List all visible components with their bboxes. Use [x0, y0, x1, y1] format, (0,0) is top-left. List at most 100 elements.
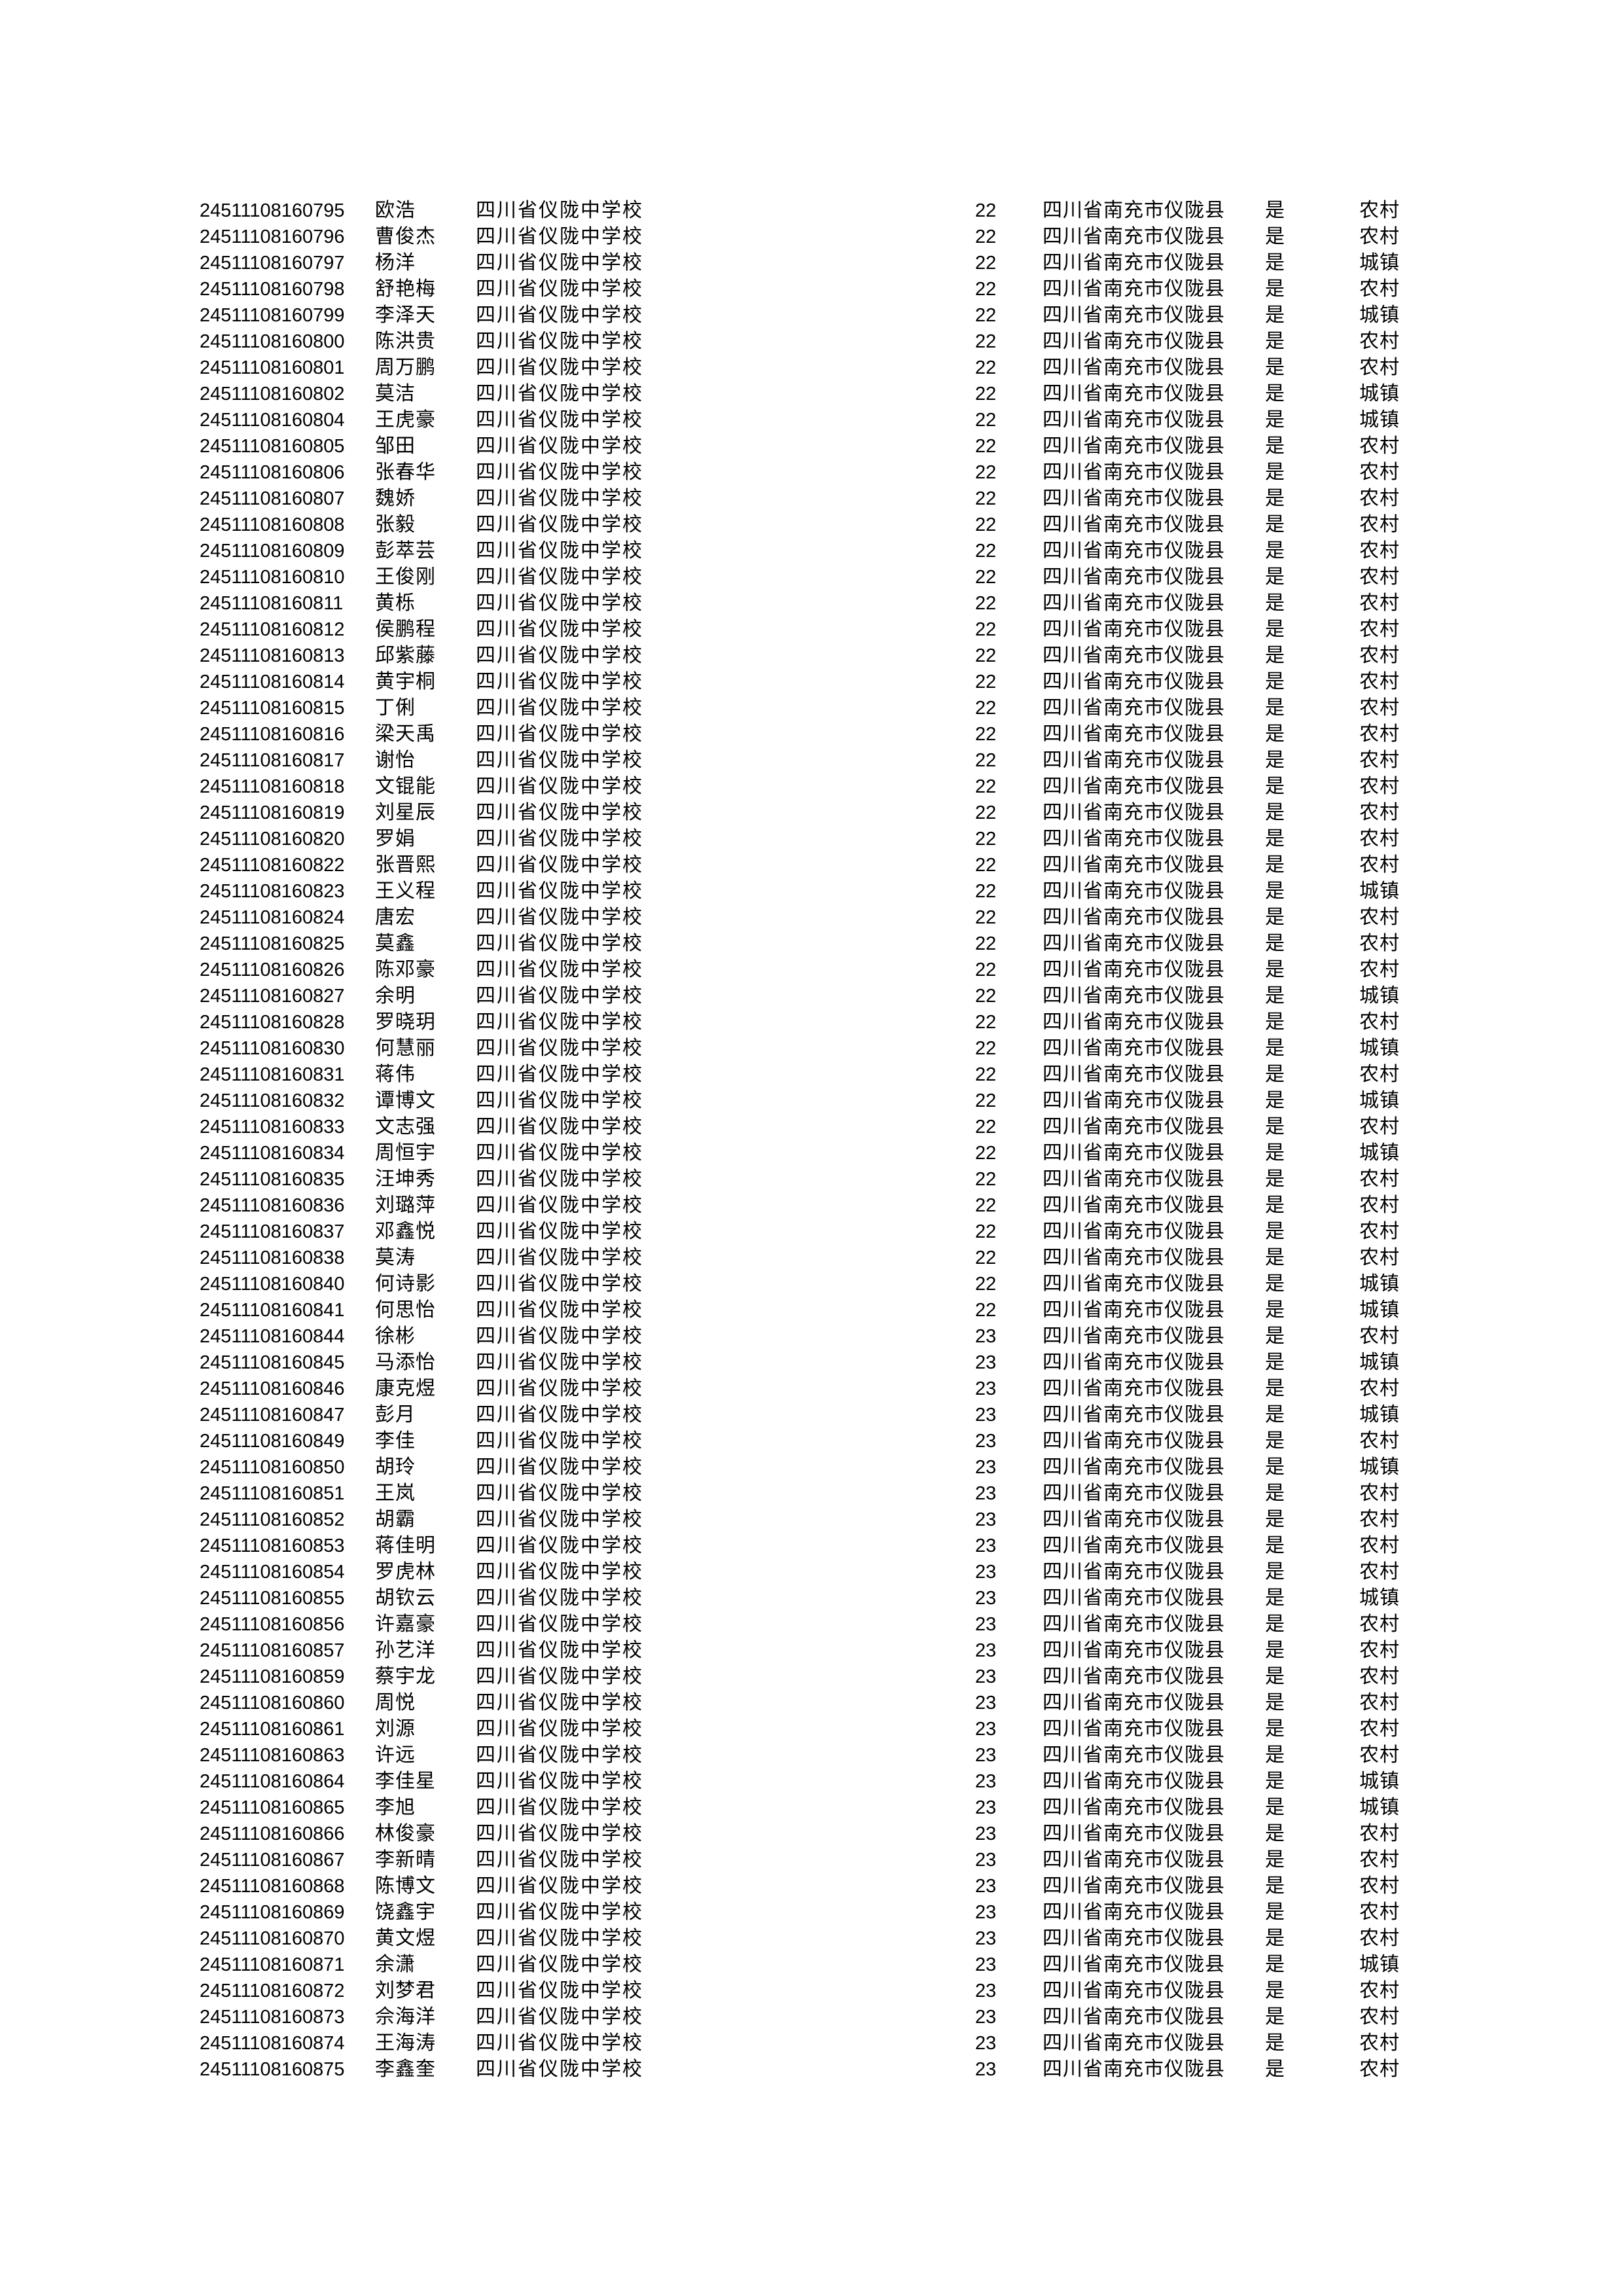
- candidate-id: 24511108160851: [200, 1483, 345, 1504]
- candidate-id: 24511108160828: [200, 1012, 345, 1033]
- residence-type: 农村: [1359, 1692, 1400, 1713]
- confirm-flag: 是: [1265, 985, 1285, 1007]
- confirm-flag: 是: [1265, 619, 1285, 640]
- residence-type: 农村: [1359, 776, 1400, 797]
- candidate-name: 李泽天: [375, 304, 436, 326]
- age-value: 22: [975, 331, 997, 352]
- table-row: 24511108160833 文志强 四川省仪陇中学校 22 四川省南充市仪陇县…: [0, 1114, 1623, 1140]
- candidate-id: 24511108160810: [200, 567, 345, 588]
- residence-type: 农村: [1359, 802, 1400, 823]
- residence-type: 农村: [1359, 1247, 1400, 1268]
- table-row: 24511108160804 王虎豪 四川省仪陇中学校 22 四川省南充市仪陇县…: [0, 407, 1623, 433]
- school-name: 四川省仪陇中学校: [476, 252, 643, 274]
- candidate-id: 24511108160874: [200, 2033, 345, 2054]
- candidate-id: 24511108160833: [200, 1117, 345, 1138]
- candidate-name: 陈博文: [375, 1875, 436, 1897]
- age-value: 23: [975, 1405, 997, 1426]
- region-name: 四川省南充市仪陇县: [1043, 200, 1225, 221]
- candidate-name: 汪坤秀: [375, 1168, 436, 1190]
- region-name: 四川省南充市仪陇县: [1043, 1509, 1225, 1530]
- table-row: 24511108160844 徐彬 四川省仪陇中学校 23 四川省南充市仪陇县 …: [0, 1323, 1623, 1350]
- candidate-name: 刘璐萍: [375, 1194, 436, 1216]
- residence-type: 农村: [1359, 1928, 1400, 1949]
- confirm-flag: 是: [1265, 1770, 1285, 1792]
- confirm-flag: 是: [1265, 409, 1285, 431]
- candidate-id: 24511108160865: [200, 1797, 345, 1818]
- school-name: 四川省仪陇中学校: [476, 1037, 643, 1059]
- candidate-id: 24511108160872: [200, 1981, 345, 2001]
- candidate-name: 胡霸: [375, 1509, 416, 1530]
- candidate-id: 24511108160796: [200, 226, 345, 247]
- school-name: 四川省仪陇中学校: [476, 1770, 643, 1792]
- region-name: 四川省南充市仪陇县: [1043, 1482, 1225, 1504]
- residence-type: 城镇: [1359, 1037, 1400, 1059]
- residence-type: 农村: [1359, 540, 1400, 562]
- candidate-id: 24511108160798: [200, 279, 345, 300]
- region-name: 四川省南充市仪陇县: [1043, 1404, 1225, 1426]
- candidate-name: 舒艳梅: [375, 278, 436, 300]
- school-name: 四川省仪陇中学校: [476, 723, 643, 745]
- residence-type: 农村: [1359, 1064, 1400, 1085]
- region-name: 四川省南充市仪陇县: [1043, 331, 1225, 352]
- confirm-flag: 是: [1265, 1116, 1285, 1138]
- table-row: 24511108160801 周万鹏 四川省仪陇中学校 22 四川省南充市仪陇县…: [0, 355, 1623, 381]
- region-name: 四川省南充市仪陇县: [1043, 723, 1225, 745]
- table-row: 24511108160795 欧浩 四川省仪陇中学校 22 四川省南充市仪陇县 …: [0, 198, 1623, 224]
- region-name: 四川省南充市仪陇县: [1043, 776, 1225, 797]
- residence-type: 农村: [1359, 1535, 1400, 1556]
- candidate-name: 罗娟: [375, 828, 416, 850]
- confirm-flag: 是: [1265, 461, 1285, 483]
- confirm-flag: 是: [1265, 304, 1285, 326]
- region-name: 四川省南充市仪陇县: [1043, 1221, 1225, 1242]
- candidate-name: 张毅: [375, 514, 416, 535]
- confirm-flag: 是: [1265, 252, 1285, 274]
- age-value: 22: [975, 750, 997, 771]
- candidate-id: 24511108160817: [200, 750, 345, 771]
- candidate-id: 24511108160870: [200, 1928, 345, 1949]
- table-row: 24511108160854 罗虎林 四川省仪陇中学校 23 四川省南充市仪陇县…: [0, 1559, 1623, 1585]
- table-row: 24511108160809 彭萃芸 四川省仪陇中学校 22 四川省南充市仪陇县…: [0, 538, 1623, 564]
- table-row: 24511108160802 莫洁 四川省仪陇中学校 22 四川省南充市仪陇县 …: [0, 381, 1623, 407]
- school-name: 四川省仪陇中学校: [476, 514, 643, 535]
- candidate-id: 24511108160819: [200, 802, 345, 823]
- age-value: 22: [975, 226, 997, 247]
- age-value: 23: [975, 1981, 997, 2001]
- candidate-name: 唐宏: [375, 906, 416, 928]
- school-name: 四川省仪陇中学校: [476, 1482, 643, 1504]
- age-value: 23: [975, 1509, 997, 1530]
- confirm-flag: 是: [1265, 1928, 1285, 1949]
- table-row: 24511108160870 黄文煜 四川省仪陇中学校 23 四川省南充市仪陇县…: [0, 1926, 1623, 1952]
- school-name: 四川省仪陇中学校: [476, 1221, 643, 1242]
- table-row: 24511108160823 王义程 四川省仪陇中学校 22 四川省南充市仪陇县…: [0, 878, 1623, 905]
- table-row: 24511108160818 文锟能 四川省仪陇中学校 22 四川省南充市仪陇县…: [0, 774, 1623, 800]
- age-value: 22: [975, 1038, 997, 1059]
- region-name: 四川省南充市仪陇县: [1043, 1561, 1225, 1583]
- candidate-name: 谭博文: [375, 1090, 436, 1111]
- residence-type: 农村: [1359, 749, 1400, 771]
- table-row: 24511108160820 罗娟 四川省仪陇中学校 22 四川省南充市仪陇县 …: [0, 826, 1623, 852]
- candidate-id: 24511108160823: [200, 881, 345, 902]
- region-name: 四川省南充市仪陇县: [1043, 461, 1225, 483]
- table-row: 24511108160805 邹田 四川省仪陇中学校 22 四川省南充市仪陇县 …: [0, 433, 1623, 459]
- region-name: 四川省南充市仪陇县: [1043, 619, 1225, 640]
- age-value: 22: [975, 488, 997, 509]
- school-name: 四川省仪陇中学校: [476, 1823, 643, 1844]
- confirm-flag: 是: [1265, 1875, 1285, 1897]
- region-name: 四川省南充市仪陇县: [1043, 2006, 1225, 2028]
- candidate-name: 刘星辰: [375, 802, 436, 823]
- residence-type: 农村: [1359, 331, 1400, 352]
- candidate-name: 魏娇: [375, 488, 416, 509]
- candidate-name: 罗虎林: [375, 1561, 436, 1583]
- age-value: 22: [975, 1169, 997, 1190]
- candidate-id: 24511108160873: [200, 2007, 345, 2028]
- residence-type: 农村: [1359, 1011, 1400, 1033]
- age-value: 23: [975, 1457, 997, 1478]
- age-value: 23: [975, 1431, 997, 1452]
- region-name: 四川省南充市仪陇县: [1043, 697, 1225, 719]
- region-name: 四川省南充市仪陇县: [1043, 1168, 1225, 1190]
- residence-type: 城镇: [1359, 252, 1400, 274]
- school-name: 四川省仪陇中学校: [476, 1378, 643, 1399]
- candidate-id: 24511108160832: [200, 1090, 345, 1111]
- table-row: 24511108160817 谢怡 四川省仪陇中学校 22 四川省南充市仪陇县 …: [0, 747, 1623, 774]
- residence-type: 农村: [1359, 697, 1400, 719]
